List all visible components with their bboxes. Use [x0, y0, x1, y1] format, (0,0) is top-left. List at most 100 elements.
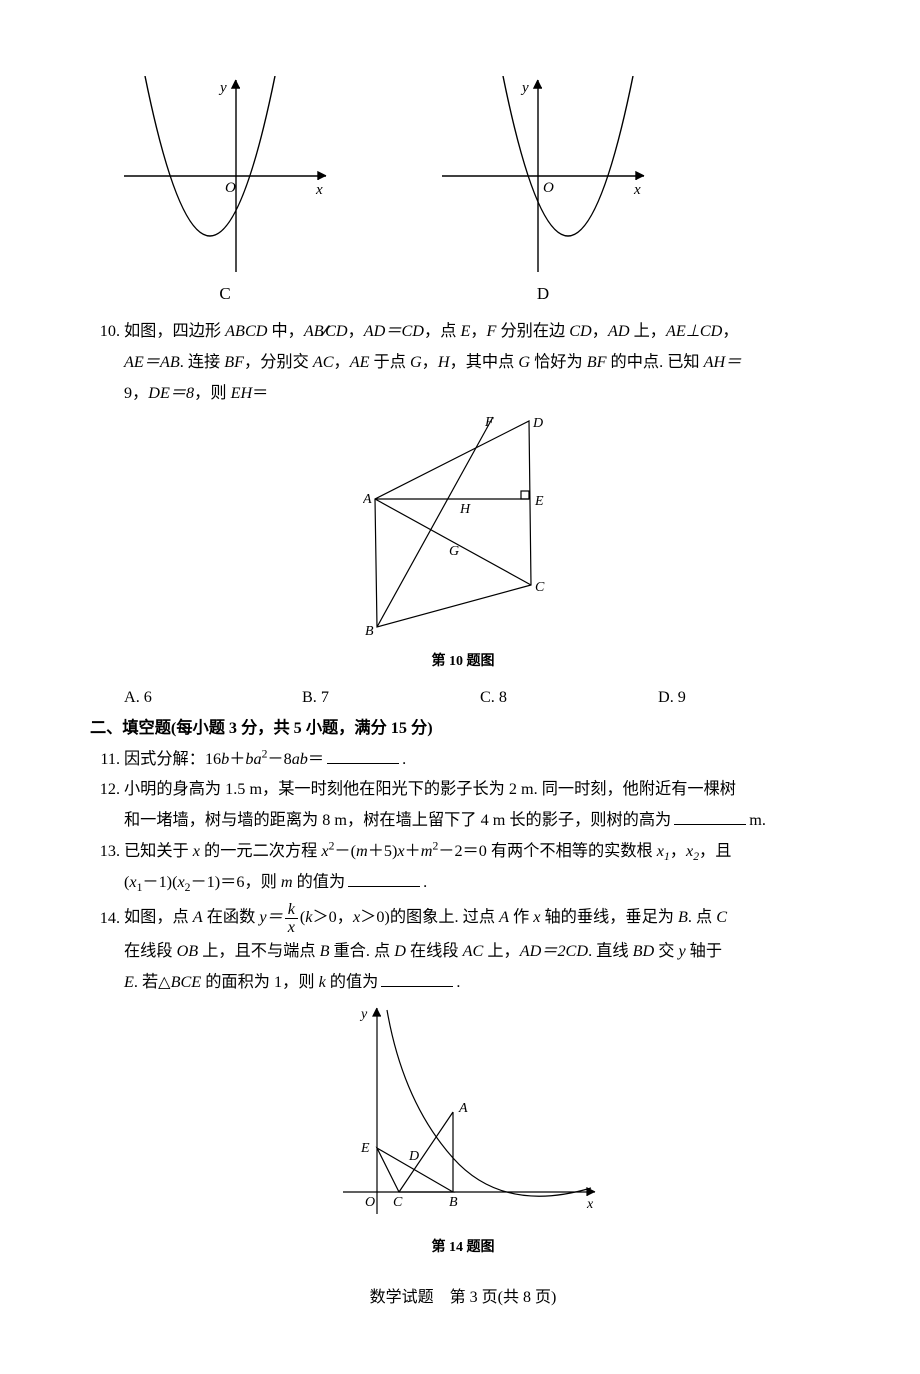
q10-lbl-G: G — [449, 544, 459, 559]
q10-diagram: A B C D E F G H — [363, 413, 563, 637]
q14-diagram: O E C B A D x y — [323, 1002, 603, 1222]
q14-t3: 的图象上. 过点 — [390, 909, 499, 927]
q14-figcap: 第 14 题图 — [90, 1235, 836, 1262]
q14-figure: O E C B A D x y — [90, 1002, 836, 1233]
q14-A: A — [193, 909, 203, 927]
graph-c-xlabel: x — [315, 182, 323, 198]
q14-E: E — [124, 973, 134, 991]
q14-t6: . 点 — [688, 909, 716, 927]
q10-t13: ，则 — [194, 384, 230, 402]
q11-expr: 16b＋ba2－8ab＝ — [205, 750, 324, 768]
graph-d: O x y — [438, 76, 648, 276]
q10-body: 如图，四边形 ABCD 中，AB∕∕CD，AD＝CD，点 E，F 分别在边 CD… — [124, 316, 836, 347]
q10-eq: ＝ — [252, 384, 268, 402]
graph-d-origin: O — [543, 180, 554, 196]
q14-frac-num: k — [285, 901, 298, 919]
q14-lbl-x: x — [586, 1197, 594, 1212]
q12-t2: 和一堵墙，树与墙的距离为 8 m，树在墙上留下了 4 m 长的影子，则树的高为 — [124, 811, 671, 829]
q10-eh: EH — [231, 384, 253, 402]
q13-x2: x2 — [686, 842, 699, 860]
q13-t1: 已知关于 — [124, 842, 193, 860]
q11-period: . — [402, 750, 406, 768]
q10-t3: ， — [348, 322, 364, 340]
q10-nine: 9， — [124, 384, 148, 402]
section-2-head: 二、填空题(每小题 3 分，共 5 小题，满分 15 分) — [90, 713, 836, 744]
q14-tri: △BCE — [158, 973, 201, 991]
q10-t11: 恰好为 — [530, 353, 587, 371]
q10-opt-b[interactable]: B. 7 — [302, 682, 480, 713]
q14-lbl-O: O — [365, 1195, 375, 1210]
q10-num: 10. — [90, 316, 124, 347]
q14-y: y — [678, 942, 685, 960]
q10-de: DE＝8 — [148, 384, 194, 402]
q10-H: H — [438, 353, 450, 371]
q10-E: E — [460, 322, 470, 340]
q14-t12: . 直线 — [588, 942, 633, 960]
q14-frac: kx — [285, 901, 298, 936]
graph-d-caption: D — [537, 278, 549, 310]
q14-OB: OB — [177, 942, 199, 960]
q10-lbl-F: F — [484, 414, 494, 429]
q14-body: 如图，点 A 在函数 y＝kx(k＞0，x＞0)的图象上. 过点 A 作 x 轴… — [124, 901, 836, 936]
q14-t1: 如图，点 — [124, 909, 193, 927]
q12-body: 小明的身高为 1.5 m，某一时刻他在阳光下的影子长为 2 m. 同一时刻，他附… — [124, 774, 836, 805]
graph-c-origin: O — [225, 180, 236, 196]
graphs-row: O x y C O x y D — [120, 76, 836, 310]
q10-F: F — [487, 322, 497, 340]
q14-cond: (k＞0，x＞0) — [300, 909, 390, 927]
q10-opt-d[interactable]: D. 9 — [658, 682, 836, 713]
page-footer: 数学试题 第 3 页(共 8 页) — [90, 1283, 836, 1313]
q12-num: 12. — [90, 774, 124, 805]
q14-t17: 的值为 — [326, 973, 379, 991]
q13-prod: (x1－1)(x2－1)＝6 — [124, 873, 244, 891]
q13-line2: (x1－1)(x2－1)＝6，则 m 的值为. — [124, 867, 836, 898]
footer-page: 第 3 页(共 8 页) — [450, 1289, 557, 1306]
q10-lbl-A: A — [363, 492, 372, 507]
q14-B: B — [678, 909, 688, 927]
footer-subject: 数学试题 — [370, 1289, 434, 1306]
q10-G: G — [410, 353, 422, 371]
q10-lbl-E: E — [534, 494, 544, 509]
q14-lbl-D: D — [408, 1149, 419, 1164]
q14-lbl-E: E — [360, 1141, 370, 1156]
q10-t7: . 连接 — [180, 353, 225, 371]
q14-t8: 上，且不与端点 — [198, 942, 319, 960]
q14-t15: . 若 — [134, 973, 158, 991]
q12-blank[interactable] — [674, 810, 746, 826]
q13-blank[interactable] — [348, 871, 420, 887]
q11-num: 11. — [90, 744, 124, 775]
q12-unit: m. — [749, 811, 766, 829]
q13-period: . — [423, 873, 427, 891]
q11-t1: 因式分解： — [124, 750, 205, 768]
graph-c-caption: C — [219, 278, 230, 310]
q14-D: D — [394, 942, 406, 960]
q14-t10: 在线段 — [406, 942, 463, 960]
q10-lbl-H: H — [459, 502, 471, 517]
q14-t5: 轴的垂线，垂足为 — [540, 909, 678, 927]
q10-opt-a[interactable]: A. 6 — [124, 682, 302, 713]
q10-bf: BF — [224, 353, 244, 371]
q13-eq: x2－(m＋5)x＋m2－2＝0 — [321, 842, 486, 860]
q13: 13. 已知关于 x 的一元二次方程 x2－(m＋5)x＋m2－2＝0 有两个不… — [90, 836, 836, 867]
q10-opt-c[interactable]: C. 8 — [480, 682, 658, 713]
q13-c1: ， — [670, 842, 686, 860]
graph-d-cell: O x y D — [438, 76, 648, 310]
q14-blank[interactable] — [381, 972, 453, 988]
q10-lbl-B: B — [365, 624, 374, 637]
q10-ah: AH＝ — [704, 353, 742, 371]
q13-t6: 的值为 — [293, 873, 346, 891]
q14-t7: 在线段 — [124, 942, 177, 960]
q11-blank[interactable] — [327, 748, 399, 764]
q10-cd2: CD — [569, 322, 592, 340]
q14-line3: E. 若△BCE 的面积为 1，则 k 的值为. — [124, 967, 836, 998]
q14-t9: 重合. 点 — [329, 942, 394, 960]
q10-ab: AB — [304, 322, 324, 340]
q10-figcap: 第 10 题图 — [90, 649, 836, 676]
q14-num: 14. — [90, 903, 124, 934]
q10-lbl-C: C — [535, 580, 545, 595]
q14-BD: BD — [633, 942, 655, 960]
q10-c5: ， — [422, 353, 438, 371]
q13-t2: 的一元二次方程 — [200, 842, 321, 860]
q10-t10: ，其中点 — [450, 353, 519, 371]
q10-figure: A B C D E F G H — [90, 413, 836, 648]
